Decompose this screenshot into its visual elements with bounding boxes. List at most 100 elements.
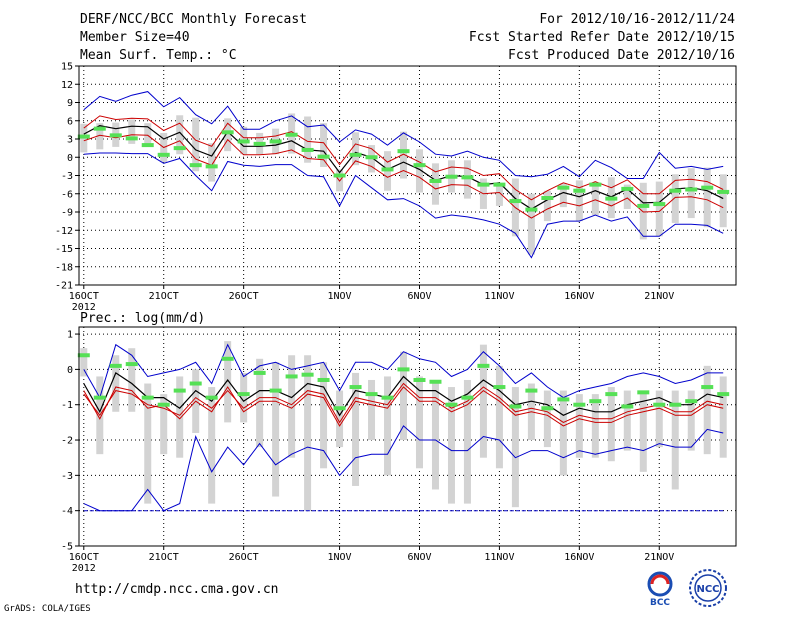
series-line-maximum — [83, 343, 724, 399]
y-tick-label: -3 — [61, 171, 73, 182]
y-tick-label: -4 — [61, 506, 73, 517]
observation-mark — [253, 141, 266, 146]
bcc-logo-icon: BCC — [647, 571, 673, 608]
x-tick-label: 11NOV — [484, 291, 514, 302]
observation-mark — [77, 134, 90, 139]
y-tick-label: 0 — [67, 153, 73, 164]
observation-mark — [589, 399, 602, 404]
range-bar — [495, 365, 503, 469]
x-tick-label: 16NOV — [564, 291, 594, 302]
series-line-upper-spread — [83, 382, 724, 424]
x-tick-label: 1NOV — [328, 552, 352, 563]
range-bar — [655, 390, 663, 448]
range-bar — [304, 116, 312, 163]
range-bar — [559, 390, 567, 476]
range-bar — [208, 143, 216, 182]
range-bar — [687, 390, 695, 451]
range-bar — [479, 344, 487, 458]
range-bar — [176, 376, 184, 458]
x-tick-label: 26OCT — [229, 552, 259, 563]
range-bar — [80, 348, 88, 377]
x-tick-label: 16OCT — [69, 291, 99, 302]
range-bar — [304, 355, 312, 511]
series-line-ensemble-mean — [83, 124, 724, 210]
x-tick-label: 21NOV — [644, 552, 674, 563]
observation-mark — [621, 186, 634, 191]
forecast-started: Fcst Started Refer Date 2012/10/15 — [468, 30, 735, 45]
observation-mark — [493, 385, 506, 390]
observation-mark — [493, 182, 506, 187]
observation-mark — [173, 146, 186, 151]
range-bar — [591, 182, 599, 216]
observation-mark — [77, 353, 90, 358]
observation-mark — [605, 392, 618, 397]
observation-mark — [525, 207, 538, 212]
observation-mark — [477, 363, 490, 368]
observation-mark — [461, 175, 474, 180]
observation-mark — [669, 188, 682, 193]
observation-mark — [509, 199, 522, 204]
observation-mark — [157, 152, 170, 157]
range-bar — [543, 390, 551, 448]
observation-mark — [445, 402, 458, 407]
range-bar — [96, 123, 104, 150]
range-bar — [687, 168, 695, 219]
range-bar — [575, 394, 583, 458]
forecast-produced: Fcst Produced Date 2012/10/16 — [508, 48, 735, 63]
observation-mark — [701, 385, 714, 390]
y-tick-label: -18 — [55, 262, 73, 273]
observation-mark — [109, 363, 122, 368]
range-bar — [352, 132, 360, 166]
observation-mark — [541, 406, 554, 411]
bcc-logo-text: BCC — [650, 598, 670, 608]
range-bar — [368, 379, 376, 441]
range-bar — [463, 379, 471, 504]
series-line-minimum — [83, 152, 724, 259]
observation-mark — [477, 182, 490, 187]
forecast-range: For 2012/10/16-2012/11/24 — [539, 12, 735, 27]
observation-mark — [125, 362, 138, 367]
plot-frame — [78, 326, 737, 547]
observation-mark — [349, 385, 362, 390]
x-tick-label: 21OCT — [149, 291, 179, 302]
observation-mark — [317, 377, 330, 382]
series-line-lower-spread — [83, 386, 724, 427]
range-bar — [575, 180, 583, 222]
observation-mark — [557, 185, 570, 190]
observation-mark — [413, 163, 426, 168]
observation-mark — [173, 388, 186, 393]
range-bar — [543, 190, 551, 222]
range-bar — [144, 383, 152, 504]
observation-mark — [221, 130, 234, 135]
y-tick-label: 3 — [67, 135, 73, 146]
range-bar — [400, 351, 408, 441]
range-bar — [623, 390, 631, 451]
observation-mark — [525, 388, 538, 393]
series-line-minimum — [83, 425, 724, 512]
y-tick-label: -15 — [55, 244, 73, 255]
range-bar — [256, 358, 264, 448]
range-bar — [128, 348, 136, 412]
source-url[interactable]: http://cmdp.ncc.cma.gov.cn — [75, 582, 279, 597]
observation-mark — [557, 397, 570, 402]
ncc-logo: NCC — [688, 568, 728, 608]
x-tick-label: 6NOV — [407, 552, 431, 563]
y-tick-label: -2 — [61, 436, 73, 447]
observation-mark — [413, 377, 426, 382]
x-tick-label: 6NOV — [407, 291, 431, 302]
range-bar — [176, 115, 184, 155]
observation-mark — [461, 395, 474, 400]
observation-mark — [189, 381, 202, 386]
observation-mark — [653, 402, 666, 407]
observation-mark — [109, 133, 122, 138]
y-tick-label: 15 — [61, 62, 73, 73]
range-bar — [240, 372, 248, 423]
range-bar — [320, 362, 328, 469]
range-bar — [655, 181, 663, 237]
observation-mark — [637, 390, 650, 395]
observation-mark — [605, 196, 618, 201]
observation-mark — [157, 402, 170, 407]
x-tick-label: 1NOV — [328, 291, 352, 302]
range-bar — [719, 376, 727, 458]
observation-mark — [349, 152, 362, 157]
